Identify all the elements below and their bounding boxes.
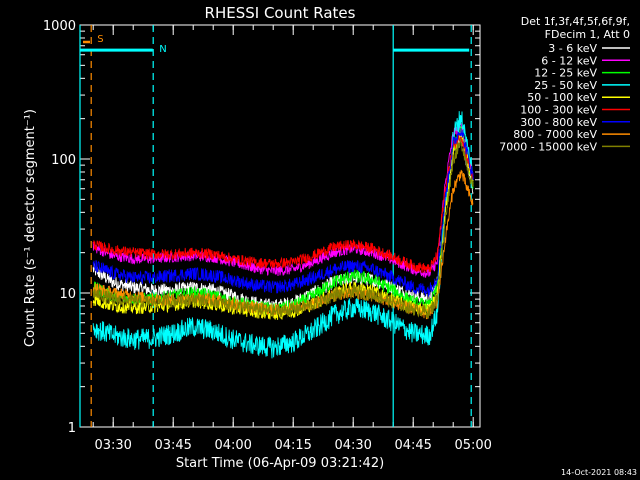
y-tick-label: 100 (51, 153, 76, 168)
marker-label: S (97, 34, 103, 45)
legend-label: 300 - 800 keV (520, 116, 597, 129)
x-tick-label: 04:30 (334, 438, 371, 453)
series-line (92, 128, 474, 297)
y-tick-label: 1 (68, 421, 76, 436)
series-line (92, 111, 474, 359)
legend-label: 100 - 300 keV (520, 104, 597, 117)
x-tick-label: 04:00 (214, 438, 251, 453)
y-tick-label: 10 (59, 287, 76, 302)
plot-frame (79, 24, 481, 428)
legend-label: 50 - 100 keV (527, 91, 597, 104)
series-line (92, 134, 474, 274)
y-tick-label: 1000 (43, 19, 76, 34)
x-tick-label: 04:45 (394, 438, 431, 453)
chart-title: RHESSI Count Rates (205, 4, 356, 22)
legend-label: 25 - 50 keV (534, 79, 597, 92)
marker-label: N (159, 44, 166, 55)
legend-label: 3 - 6 keV (548, 42, 597, 55)
legend-header-line-2: FDecim 1, Att 0 (545, 28, 630, 41)
x-tick-label: 03:30 (94, 438, 131, 453)
x-tick-label: 05:00 (454, 438, 491, 453)
legend-label: 7000 - 15000 keV (499, 140, 597, 153)
y-axis-label: Count Rate (s⁻¹ detector segment⁻¹) (23, 109, 38, 347)
x-axis-label: Start Time (06-Apr-09 03:21:42) (176, 456, 384, 471)
legend-label: 800 - 7000 keV (513, 128, 597, 141)
legend-label: 12 - 25 keV (534, 67, 597, 80)
legend-label: 6 - 12 keV (541, 54, 597, 67)
legend-header-line-1: Det 1f,3f,4f,5f,6f,9f, (521, 15, 630, 28)
x-tick-label: 03:45 (154, 438, 191, 453)
series-line (92, 138, 474, 319)
x-tick-label: 04:15 (274, 438, 311, 453)
timestamp: 14-Oct-2021 08:43 (561, 468, 637, 477)
